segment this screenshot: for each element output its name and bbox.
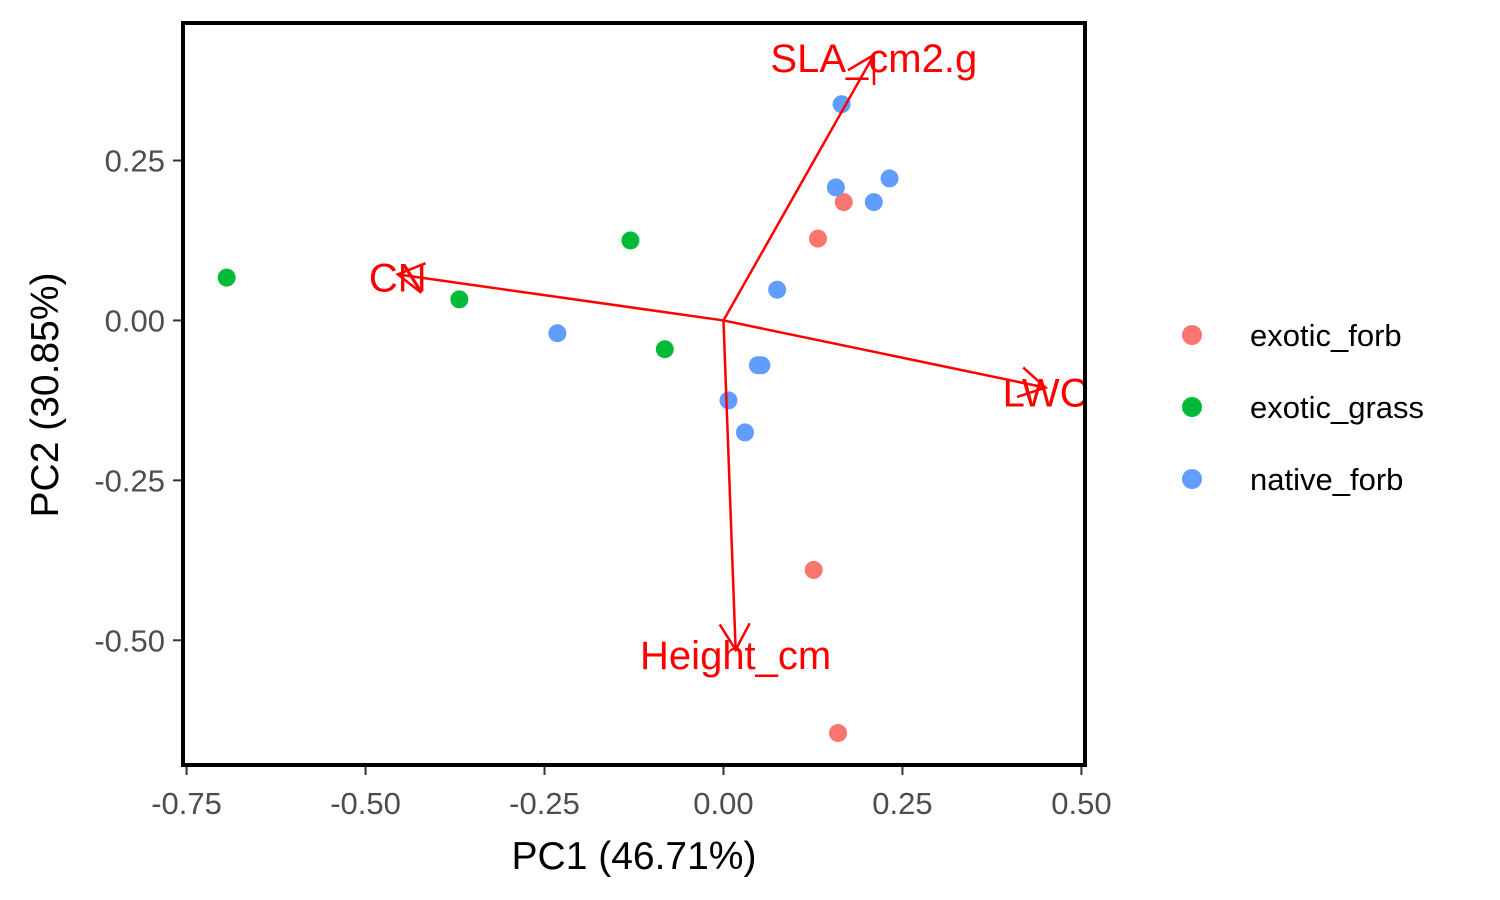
legend-label: exotic_forb xyxy=(1250,318,1402,353)
point-exotic-forb xyxy=(804,560,823,579)
point-native-forb xyxy=(826,178,845,197)
panel-border xyxy=(181,21,1087,767)
loading-arrow-cn xyxy=(397,273,724,322)
x-axis: -0.75 -0.50 -0.25 0.00 0.25 0.50 xyxy=(151,767,1112,821)
x-tick-label: 0.00 xyxy=(693,786,753,821)
y-axis-title: PC2 (30.85%) xyxy=(24,273,67,518)
legend-label: exotic_grass xyxy=(1250,390,1424,425)
point-native-forb xyxy=(735,423,754,442)
loading-label-lwc: LWC xyxy=(1003,372,1089,416)
loading-labels: SLA_cm2.g CN LWC Height_cm xyxy=(369,37,1089,678)
loading-arrowhead-sla-cm2-g xyxy=(847,52,876,85)
point-exotic-forb xyxy=(808,229,827,248)
plot-panel: SLA_cm2.g CN LWC Height_cm xyxy=(217,37,1089,743)
loading-label-height-cm: Height_cm xyxy=(640,634,831,678)
point-exotic-forb xyxy=(834,193,853,212)
point-exotic-grass xyxy=(655,340,674,359)
point-exotic-grass xyxy=(621,231,640,250)
loading-vectors xyxy=(395,52,1049,653)
loading-label-sla-cm2-g: SLA_cm2.g xyxy=(770,37,977,81)
x-tick-label: -0.75 xyxy=(151,786,222,821)
y-tick-label: -0.25 xyxy=(94,463,165,498)
point-native-forb xyxy=(548,324,567,343)
legend-key-exotic-grass xyxy=(1182,397,1202,417)
legend-label: native_forb xyxy=(1250,462,1403,497)
legend-key-native-forb xyxy=(1182,469,1202,489)
point-native-forb xyxy=(864,193,883,212)
y-tick-label: 0.25 xyxy=(105,144,165,179)
point-native-forb xyxy=(719,391,738,410)
loading-label-cn: CN xyxy=(369,257,427,301)
y-axis: 0.25 0.00 -0.25 -0.50 xyxy=(94,144,181,658)
x-tick-label: 0.50 xyxy=(1051,786,1111,821)
y-tick-label: 0.00 xyxy=(105,303,165,338)
point-native-forb xyxy=(832,95,851,114)
point-native-forb xyxy=(768,280,787,299)
point-exotic-grass xyxy=(217,268,236,287)
legend: exotic_forb exotic_grass native_forb xyxy=(1182,318,1424,497)
x-axis-title: PC1 (46.71%) xyxy=(512,835,757,878)
point-native-forb xyxy=(880,169,899,188)
x-tick-label: 0.25 xyxy=(872,786,932,821)
y-tick-label: -0.50 xyxy=(94,623,165,658)
point-exotic-forb xyxy=(829,724,848,743)
loading-arrowhead-cn xyxy=(395,262,427,294)
loading-arrowhead-height-cm xyxy=(718,622,751,653)
legend-key-exotic-forb xyxy=(1182,325,1202,345)
point-exotic-grass xyxy=(450,290,469,309)
loading-arrow-sla-cm2-g xyxy=(722,54,875,322)
loading-arrow-lwc xyxy=(723,319,1046,389)
loading-arrowhead-lwc xyxy=(1016,366,1049,399)
x-tick-label: -0.50 xyxy=(330,786,401,821)
point-native-forb xyxy=(752,356,771,375)
scatter-points xyxy=(217,95,899,743)
x-tick-label: -0.25 xyxy=(509,786,580,821)
loading-arrow-height-cm xyxy=(722,320,737,650)
